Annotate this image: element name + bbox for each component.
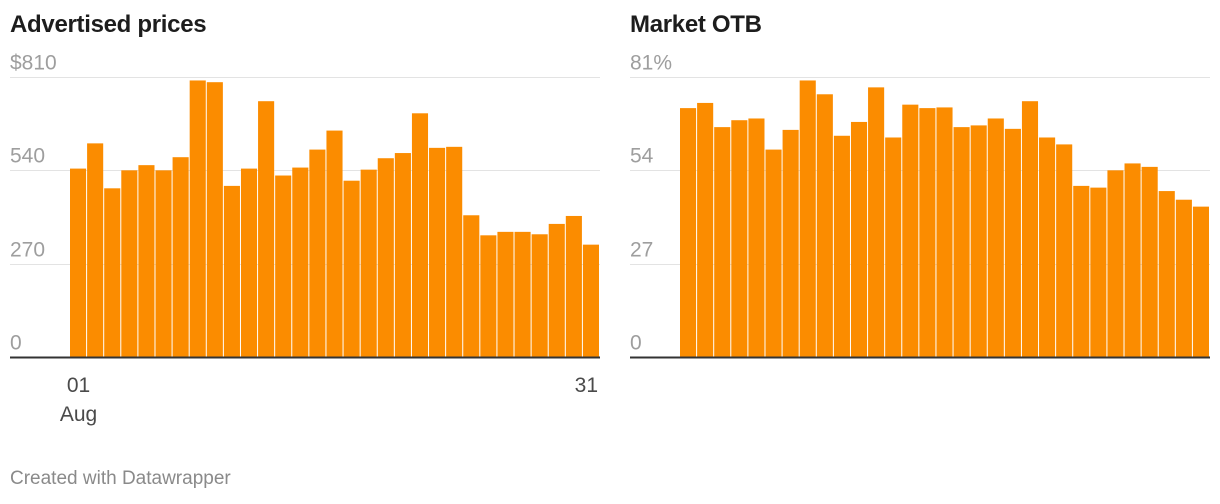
bar	[868, 87, 885, 358]
bar	[292, 167, 309, 357]
y-tick-label: 27	[630, 239, 653, 262]
bar	[582, 244, 599, 357]
bar	[1004, 128, 1021, 357]
bar	[87, 143, 104, 357]
bar	[816, 94, 833, 357]
bar	[121, 170, 138, 357]
bar	[680, 108, 697, 357]
bar	[1158, 191, 1175, 357]
bar	[326, 130, 343, 357]
bar	[565, 215, 582, 357]
x-tick-label: 31	[575, 374, 598, 397]
bar	[497, 231, 514, 357]
bar	[309, 149, 326, 357]
chart-title-advertised-prices: Advertised prices	[10, 11, 207, 38]
bar	[885, 137, 902, 357]
bar	[514, 231, 531, 357]
bar	[697, 102, 714, 358]
bar	[1073, 185, 1090, 357]
bar	[480, 235, 497, 357]
bar	[138, 165, 155, 357]
y-tick-label: 81%	[630, 52, 672, 75]
bar	[394, 153, 411, 357]
chart-title-market-otb: Market OTB	[630, 11, 762, 38]
bar	[1056, 144, 1073, 357]
y-tick-label: 540	[10, 145, 45, 168]
advertised-prices-chart: 0 270 540 $810 01 Aug 31	[10, 52, 600, 426]
bar	[850, 121, 868, 357]
bar	[799, 80, 816, 358]
bar	[446, 146, 463, 357]
bar	[1021, 101, 1039, 357]
y-tick-label: 54	[630, 145, 654, 168]
bar	[104, 188, 121, 357]
bar	[155, 170, 172, 357]
x-tick-label: 01	[67, 374, 90, 397]
bar	[987, 118, 1004, 357]
x-tick-sublabel: Aug	[60, 403, 97, 426]
y-tick-label: 270	[10, 239, 45, 262]
bar	[223, 185, 240, 357]
bar	[258, 101, 275, 357]
bar	[902, 104, 919, 358]
bar	[936, 107, 953, 357]
bar	[748, 118, 765, 357]
market-otb-chart: 0 27 54 81%	[630, 52, 1210, 359]
bar	[189, 80, 206, 358]
bar	[919, 108, 936, 357]
bar	[429, 147, 446, 357]
bar	[463, 215, 480, 357]
bar	[714, 127, 731, 358]
bar	[953, 127, 970, 358]
bar	[1124, 163, 1141, 357]
bar	[1141, 166, 1158, 357]
bar	[275, 175, 292, 357]
bar	[377, 158, 394, 357]
y-tick-label: 0	[10, 332, 22, 355]
bar	[782, 129, 799, 357]
bar	[1090, 187, 1107, 357]
bar	[1107, 170, 1124, 357]
bar	[1039, 137, 1056, 357]
y-tick-label: 0	[630, 332, 642, 355]
bar	[411, 113, 429, 357]
y-tick-label: $810	[10, 52, 57, 75]
bar	[548, 223, 565, 357]
bar	[765, 149, 782, 357]
bar	[1175, 199, 1192, 357]
bar	[360, 169, 377, 357]
bar	[731, 120, 748, 358]
bar	[70, 168, 87, 357]
bar	[240, 168, 258, 357]
bar	[970, 125, 987, 358]
bar	[531, 234, 548, 357]
bar	[833, 135, 850, 357]
bar	[206, 82, 223, 357]
datawrapper-credit[interactable]: Created with Datawrapper	[10, 468, 231, 489]
bar	[1192, 206, 1209, 357]
bar	[172, 157, 189, 357]
bar	[343, 180, 360, 357]
